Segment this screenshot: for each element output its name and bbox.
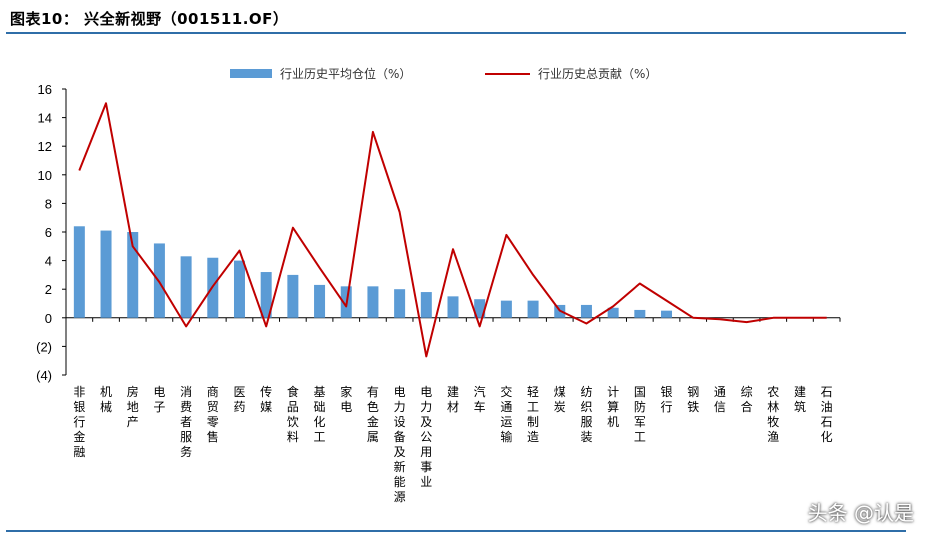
- x-tick-label: 银行: [661, 385, 673, 414]
- figure-title: 图表10： 兴全新视野（001511.OF）: [10, 10, 289, 28]
- y-tick-label: 10: [38, 168, 52, 183]
- y-tick-label: 2: [45, 282, 52, 297]
- bar: [73, 226, 85, 318]
- x-tick-label: 国防军工: [634, 385, 646, 444]
- x-tick-label: 电子: [153, 385, 165, 414]
- x-tick-label: 农林牧渔: [767, 385, 779, 444]
- x-tick-label: 消费者服务: [180, 385, 192, 459]
- x-tick-label: 商贸零售: [207, 384, 219, 444]
- x-tick-label: 家电: [340, 384, 352, 414]
- bar: [607, 307, 619, 318]
- bar: [287, 274, 299, 318]
- x-tick-label: 计算机: [607, 385, 619, 429]
- bar: [180, 256, 192, 318]
- y-tick-label: 0: [45, 311, 52, 326]
- legend-bar-label: 行业历史平均仓位（%）: [280, 66, 411, 81]
- y-tick-label: 12: [38, 139, 52, 154]
- y-tick-label: 16: [38, 82, 52, 97]
- bar: [420, 292, 432, 318]
- legend-line-label: 行业历史总贡献（%）: [538, 66, 657, 81]
- y-tick-label: 8: [45, 196, 52, 211]
- bar: [580, 304, 592, 318]
- x-tick-label: 钢铁: [687, 385, 699, 414]
- bottom-rule: [6, 530, 906, 532]
- line-series: [78, 102, 827, 358]
- x-tick-label: 交通运输: [500, 384, 512, 444]
- bar: [447, 296, 459, 318]
- bar: [260, 272, 272, 318]
- x-tick-label: 食品饮料: [287, 384, 299, 444]
- y-tick-label: 6: [45, 225, 52, 240]
- x-tick-label: 电力及公用事业: [420, 385, 432, 489]
- x-tick-label: 石油石化: [821, 385, 833, 444]
- legend: 行业历史平均仓位（%） 行业历史总贡献（%）: [230, 66, 657, 81]
- x-tick-label: 建筑: [794, 385, 806, 414]
- x-tick-label: 建材: [447, 385, 459, 414]
- bar-series: [73, 226, 673, 318]
- y-tick-label: 4: [45, 254, 52, 269]
- y-tick-label: 14: [38, 111, 52, 126]
- x-tick-label: 有色金属: [367, 385, 379, 444]
- x-tick-label: 基础化工: [314, 385, 326, 444]
- y-tick-label: (4): [36, 368, 52, 383]
- x-tick-label: 综合: [741, 385, 753, 414]
- x-tick-label: 非银行金融: [73, 385, 85, 459]
- x-tick-label: 医药: [233, 385, 245, 414]
- bar: [661, 310, 673, 318]
- watermark: 头条 @认是: [807, 501, 914, 525]
- legend-bar-swatch: [230, 69, 272, 78]
- title-rule: [6, 32, 906, 34]
- bar: [394, 289, 406, 318]
- x-tick-label: 通信: [714, 385, 726, 414]
- x-tick-label: 房地产: [127, 384, 139, 429]
- bar: [127, 232, 139, 318]
- bar: [100, 230, 112, 318]
- bar: [634, 309, 646, 318]
- x-tick-label: 电力设备及新能源: [394, 385, 406, 504]
- contribution-line: [78, 102, 827, 358]
- bar: [367, 286, 379, 318]
- bar: [474, 299, 486, 318]
- y-tick-label: (2): [36, 339, 52, 354]
- axes: (4) (2) 0 2 4 6 8 10 12 14 16: [36, 82, 841, 383]
- x-tick-label: 纺织服装: [580, 385, 592, 444]
- x-tick-label: 汽车: [474, 384, 486, 414]
- x-tick-label: 轻工制造: [527, 385, 539, 444]
- x-tick-label: 机械: [100, 385, 112, 414]
- x-tick-label: 煤炭: [554, 385, 566, 414]
- x-tick-label: 传媒: [260, 384, 272, 414]
- bar: [500, 300, 512, 318]
- bar: [233, 260, 245, 318]
- bar: [314, 284, 326, 318]
- bar: [527, 300, 539, 318]
